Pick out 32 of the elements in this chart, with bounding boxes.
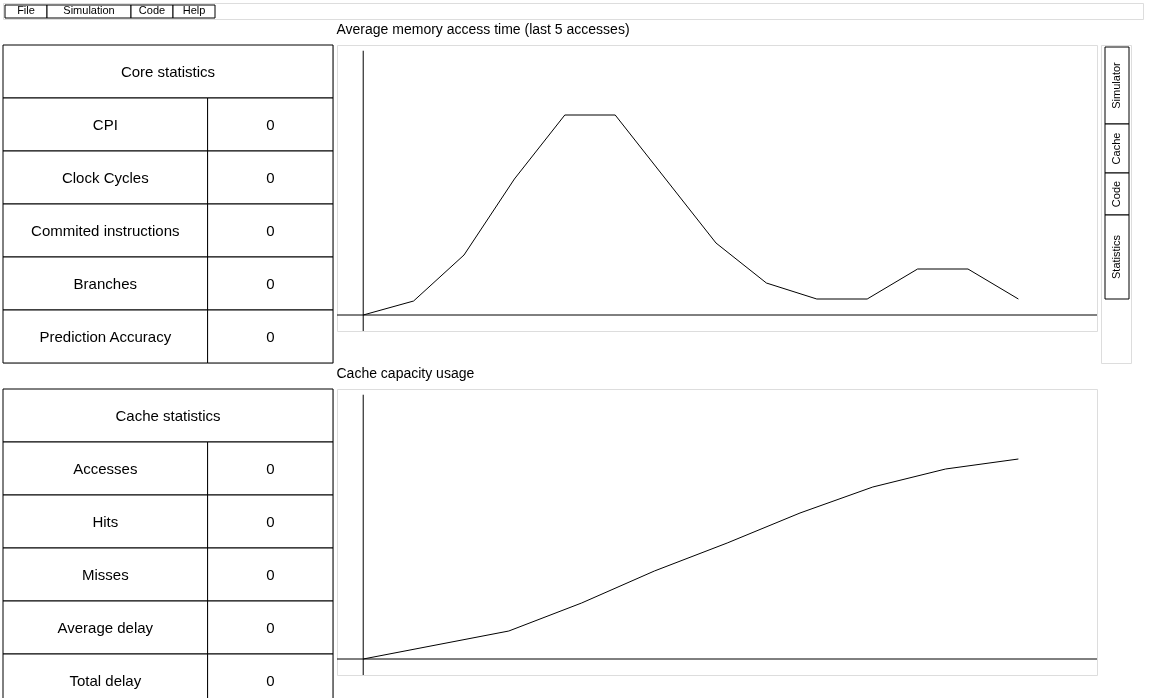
category-label: Average delay: [57, 618, 154, 636]
data-label: 0: [266, 115, 275, 133]
data-label: 0: [266, 168, 275, 186]
data-label: 0: [266, 221, 275, 239]
data-label: 0: [266, 512, 275, 530]
text: Cache statistics: [115, 406, 221, 424]
category-label: Hits: [92, 512, 119, 530]
data-label: 0: [266, 565, 275, 583]
category-label: CPI: [92, 115, 118, 133]
chart-title: Average memory access time (last 5 accesses): [336, 21, 630, 37]
category-label: Accesses: [73, 459, 138, 477]
text: Code: [138, 4, 166, 16]
chart-title: Cache capacity usage: [336, 365, 475, 381]
text: Simulator: [1110, 61, 1122, 109]
data-label: 0: [266, 274, 275, 292]
text: Help: [182, 4, 206, 16]
text: Code: [1110, 180, 1122, 208]
category-label: Clock Cycles: [61, 168, 149, 186]
text: Cache: [1110, 132, 1122, 165]
category-label: Misses: [81, 565, 129, 583]
text: File: [17, 4, 35, 16]
text: Statistics: [1110, 234, 1122, 280]
text: Core statistics: [120, 62, 216, 80]
category-label: Total delay: [69, 671, 142, 689]
text: Simulation: [63, 4, 115, 16]
category-label: Prediction Accuracy: [39, 327, 172, 345]
data-label: 0: [266, 671, 275, 689]
category-label: Branches: [73, 274, 137, 292]
category-label: Commited instructions: [31, 221, 180, 239]
data-label: 0: [266, 327, 275, 345]
data-label: 0: [266, 459, 275, 477]
data-label: 0: [266, 618, 275, 636]
